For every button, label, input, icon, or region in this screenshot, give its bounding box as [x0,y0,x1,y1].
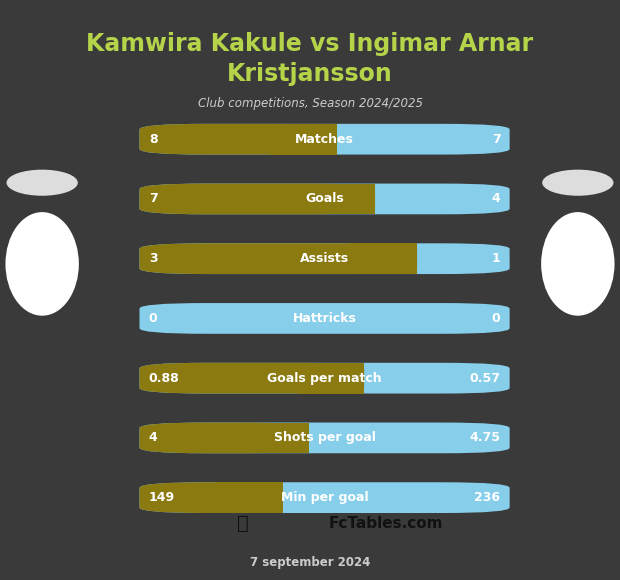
Text: 4.75: 4.75 [469,432,500,444]
Text: 7 september 2024: 7 september 2024 [250,556,370,569]
Bar [350,243,417,274]
Text: 4: 4 [149,432,157,444]
Text: 1: 1 [492,252,500,265]
Text: Goals: Goals [305,193,344,205]
Text: 236: 236 [474,491,500,504]
FancyBboxPatch shape [140,483,283,513]
Text: 149: 149 [149,491,175,504]
Text: 3: 3 [149,252,157,265]
Text: 7: 7 [149,193,157,205]
Text: ⧉: ⧉ [237,514,249,533]
Text: Goals per match: Goals per match [267,372,382,385]
Text: 0.88: 0.88 [149,372,180,385]
FancyBboxPatch shape [140,124,337,154]
FancyBboxPatch shape [140,243,417,274]
FancyBboxPatch shape [140,183,375,214]
FancyBboxPatch shape [140,363,510,393]
Text: Matches: Matches [295,133,354,146]
Text: Min per goal: Min per goal [281,491,368,504]
Text: 0: 0 [149,312,157,325]
Text: 7: 7 [492,133,500,146]
Text: Assists: Assists [300,252,349,265]
FancyBboxPatch shape [140,124,510,154]
Text: Hattricks: Hattricks [293,312,356,325]
FancyBboxPatch shape [140,303,510,334]
Text: FcTables.com: FcTables.com [328,516,443,531]
Text: 4: 4 [492,193,500,205]
FancyBboxPatch shape [140,483,510,513]
Text: Kamwira Kakule vs Ingimar Arnar: Kamwira Kakule vs Ingimar Arnar [86,31,534,56]
Text: Shots per goal: Shots per goal [273,432,376,444]
Text: 8: 8 [149,133,157,146]
Bar [270,124,337,154]
FancyBboxPatch shape [140,183,510,214]
Text: 0.57: 0.57 [469,372,500,385]
Text: Kristjansson: Kristjansson [227,61,393,86]
Bar [298,363,364,393]
Bar [242,422,309,454]
Bar [216,483,283,513]
FancyBboxPatch shape [140,363,364,393]
FancyBboxPatch shape [140,243,510,274]
FancyBboxPatch shape [140,422,309,454]
Text: 0: 0 [492,312,500,325]
Text: Club competitions, Season 2024/2025: Club competitions, Season 2024/2025 [198,97,422,110]
Bar [308,183,375,214]
FancyBboxPatch shape [140,422,510,454]
